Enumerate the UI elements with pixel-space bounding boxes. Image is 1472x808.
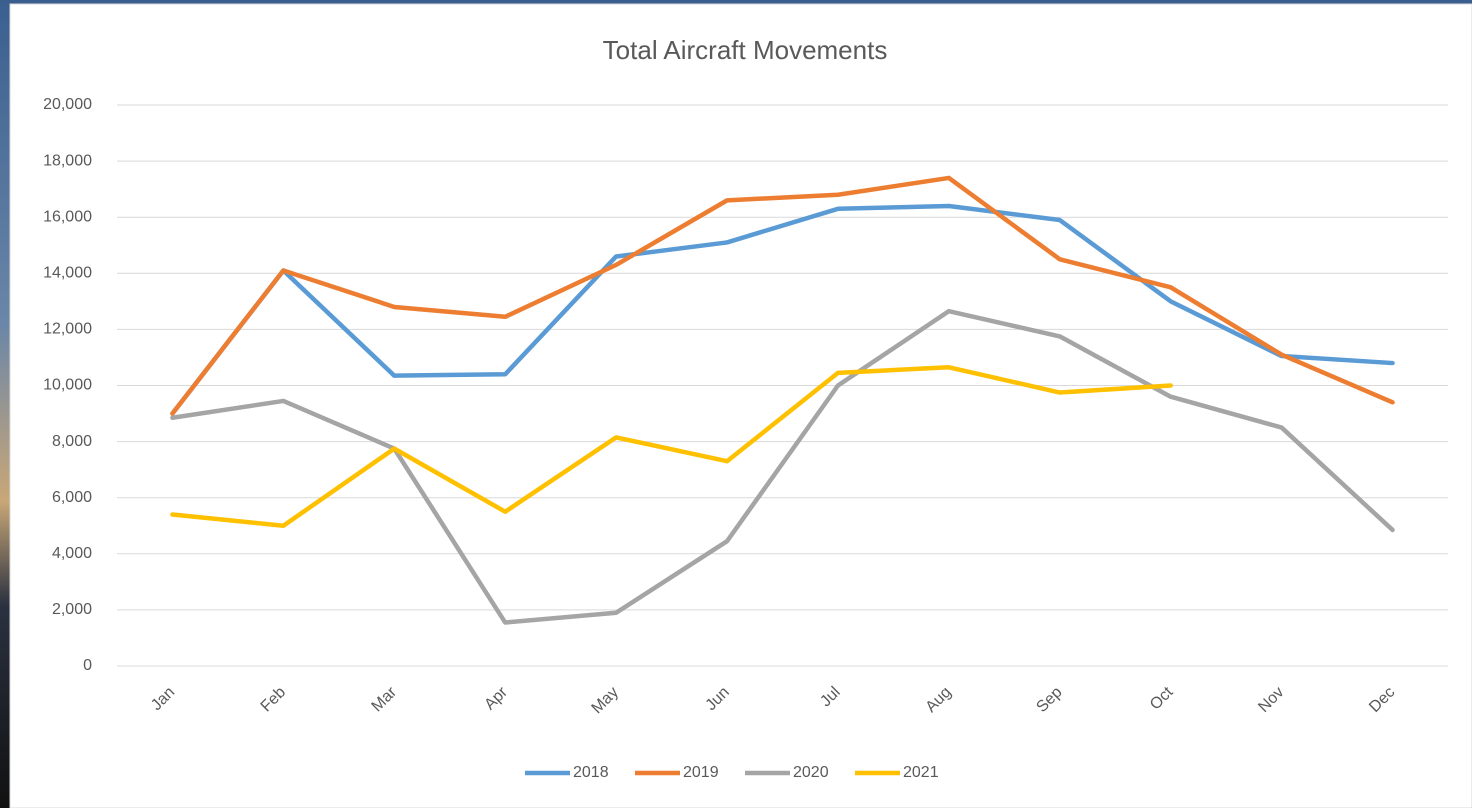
legend-label: 2020 bbox=[793, 764, 829, 781]
y-tick-label: 16,000 bbox=[43, 208, 92, 225]
chart-area bbox=[9, 3, 1472, 808]
y-tick-label: 20,000 bbox=[43, 96, 92, 113]
legend-label: 2019 bbox=[683, 764, 719, 781]
y-tick-label: 4,000 bbox=[52, 545, 92, 562]
y-tick-label: 18,000 bbox=[43, 152, 92, 169]
y-tick-label: 10,000 bbox=[43, 377, 92, 394]
y-tick-label: 0 bbox=[83, 657, 92, 674]
y-tick-label: 6,000 bbox=[52, 489, 92, 506]
y-tick-label: 2,000 bbox=[52, 601, 92, 618]
y-tick-label: 12,000 bbox=[43, 321, 92, 338]
series-line bbox=[170, 308, 1395, 625]
series-line bbox=[170, 175, 1395, 416]
legend-label: 2021 bbox=[903, 764, 939, 781]
chart-title: Total Aircraft Movements bbox=[603, 35, 888, 65]
series-line bbox=[170, 365, 1173, 528]
legend-label: 2018 bbox=[573, 764, 609, 781]
y-tick-label: 8,000 bbox=[52, 433, 92, 450]
series-line bbox=[170, 203, 1395, 416]
y-tick-label: 14,000 bbox=[43, 265, 92, 282]
